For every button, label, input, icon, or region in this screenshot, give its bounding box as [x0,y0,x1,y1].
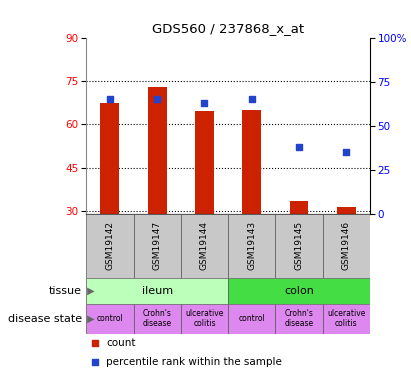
Bar [337,207,356,214]
Text: tissue: tissue [49,286,82,296]
FancyBboxPatch shape [86,304,134,334]
FancyBboxPatch shape [275,304,323,334]
Text: ▶: ▶ [84,286,95,296]
Text: ulcerative
colitis: ulcerative colitis [185,309,224,328]
Point [343,149,349,155]
FancyBboxPatch shape [134,214,181,278]
Text: Crohn's
disease: Crohn's disease [284,309,314,328]
Bar [195,111,214,214]
FancyBboxPatch shape [275,214,323,278]
Text: GSM19147: GSM19147 [153,221,162,270]
Bar [289,201,308,214]
Point [248,96,255,102]
Point [201,100,208,106]
Point [106,96,113,102]
Text: ▶: ▶ [84,314,95,324]
Title: GDS560 / 237868_x_at: GDS560 / 237868_x_at [152,22,304,35]
FancyBboxPatch shape [323,214,370,278]
Text: ileum: ileum [142,286,173,296]
Text: percentile rank within the sample: percentile rank within the sample [106,357,282,367]
Point [92,359,98,365]
Text: ulcerative
colitis: ulcerative colitis [327,309,365,328]
FancyBboxPatch shape [228,304,275,334]
Point [92,340,98,346]
FancyBboxPatch shape [228,278,370,304]
Bar [148,87,167,214]
FancyBboxPatch shape [86,214,134,278]
Bar [100,102,119,214]
Text: disease state: disease state [8,314,82,324]
FancyBboxPatch shape [86,278,228,304]
Text: count: count [106,338,136,348]
FancyBboxPatch shape [181,304,228,334]
FancyBboxPatch shape [134,304,181,334]
Point [154,96,160,102]
Text: colon: colon [284,286,314,296]
Text: GSM19146: GSM19146 [342,221,351,270]
Text: GSM19144: GSM19144 [200,221,209,270]
FancyBboxPatch shape [323,304,370,334]
Text: GSM19142: GSM19142 [106,221,114,270]
Text: Crohn's
disease: Crohn's disease [143,309,172,328]
Text: GSM19145: GSM19145 [295,221,303,270]
Text: GSM19143: GSM19143 [247,221,256,270]
FancyBboxPatch shape [228,214,275,278]
Text: control: control [238,314,265,323]
Text: control: control [97,314,123,323]
Point [296,144,302,150]
FancyBboxPatch shape [181,214,228,278]
Bar [242,110,261,214]
